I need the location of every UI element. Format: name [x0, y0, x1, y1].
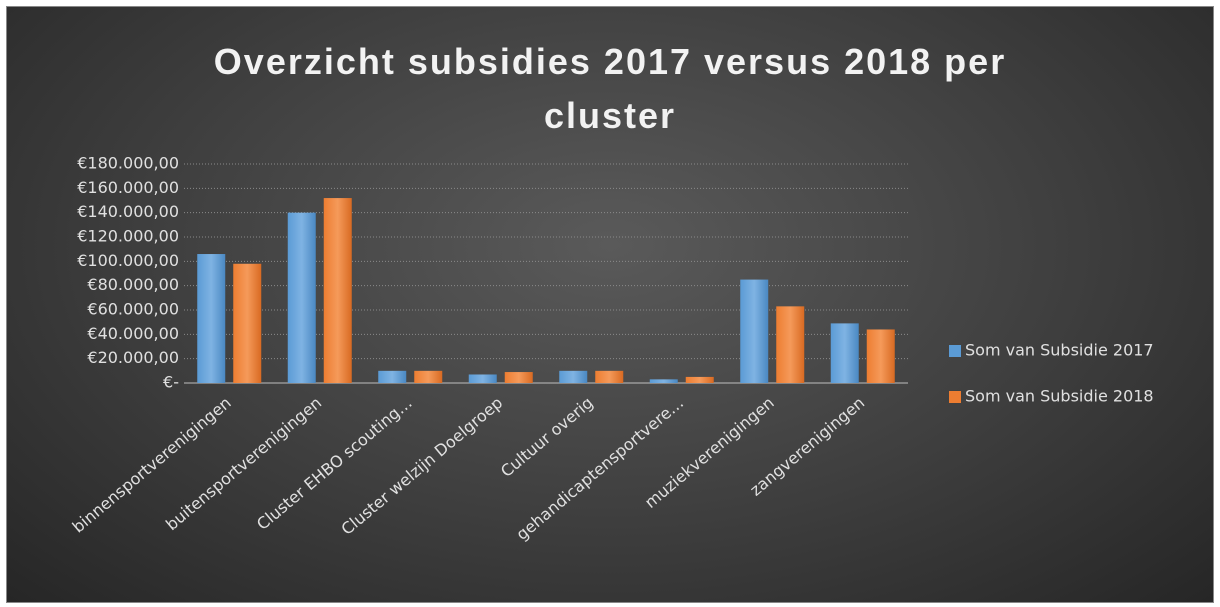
y-tick-label: €20.000,00 — [87, 348, 179, 367]
bar — [414, 370, 443, 383]
bar — [559, 370, 588, 383]
y-tick-label: €40.000,00 — [87, 324, 179, 343]
x-tick-label: Cluster welzijn Doelgroep — [337, 393, 506, 539]
y-tick-label: €80.000,00 — [87, 275, 179, 294]
bar — [830, 323, 859, 383]
y-tick-label: €140.000,00 — [77, 202, 179, 221]
x-tick-label: buitensportverenigingen — [162, 393, 325, 534]
bar — [197, 254, 226, 383]
y-tick-label: €160.000,00 — [77, 178, 179, 197]
chart-title: Overzicht subsidies 2017 versus 2018 per… — [213, 41, 1007, 136]
chart-frame: €- €20.000,00 €40.000,00 €60.000,00 €80.000,… — [6, 6, 1214, 603]
bar — [740, 279, 769, 383]
bar — [323, 198, 352, 383]
bar — [776, 306, 805, 383]
y-tick-label: €60.000,00 — [87, 300, 179, 319]
bar — [504, 372, 533, 383]
legend-swatch — [949, 391, 961, 403]
legend-label: Som van Subsidie 2018 — [965, 387, 1154, 406]
bar — [685, 376, 714, 383]
x-tick-label: binnensportverenigingen — [69, 393, 235, 537]
y-tick-label: €180.000,00 — [77, 154, 179, 173]
y-tick-label: €120.000,00 — [77, 227, 179, 246]
bar — [649, 379, 678, 383]
y-tick-label: €100.000,00 — [77, 251, 179, 270]
chart: €- €20.000,00 €40.000,00 €60.000,00 €80.000,… — [69, 154, 1154, 544]
legend-label: Som van Subsidie 2017 — [965, 341, 1154, 360]
bar — [595, 370, 624, 383]
bar — [866, 329, 895, 383]
bar — [233, 263, 262, 383]
legend-swatch — [949, 345, 961, 357]
bar — [378, 370, 407, 383]
y-tick-label: €- — [163, 373, 179, 392]
x-tick-label: gehandicaptensportvere… — [512, 393, 687, 544]
bar — [287, 212, 316, 383]
x-tick-label: Cultuur overig — [497, 393, 597, 481]
bar — [468, 374, 497, 383]
x-tick-label: Cluster EHBO scouting… — [253, 393, 416, 534]
